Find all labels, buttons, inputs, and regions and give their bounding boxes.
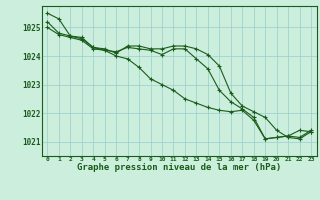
X-axis label: Graphe pression niveau de la mer (hPa): Graphe pression niveau de la mer (hPa) (77, 163, 281, 172)
